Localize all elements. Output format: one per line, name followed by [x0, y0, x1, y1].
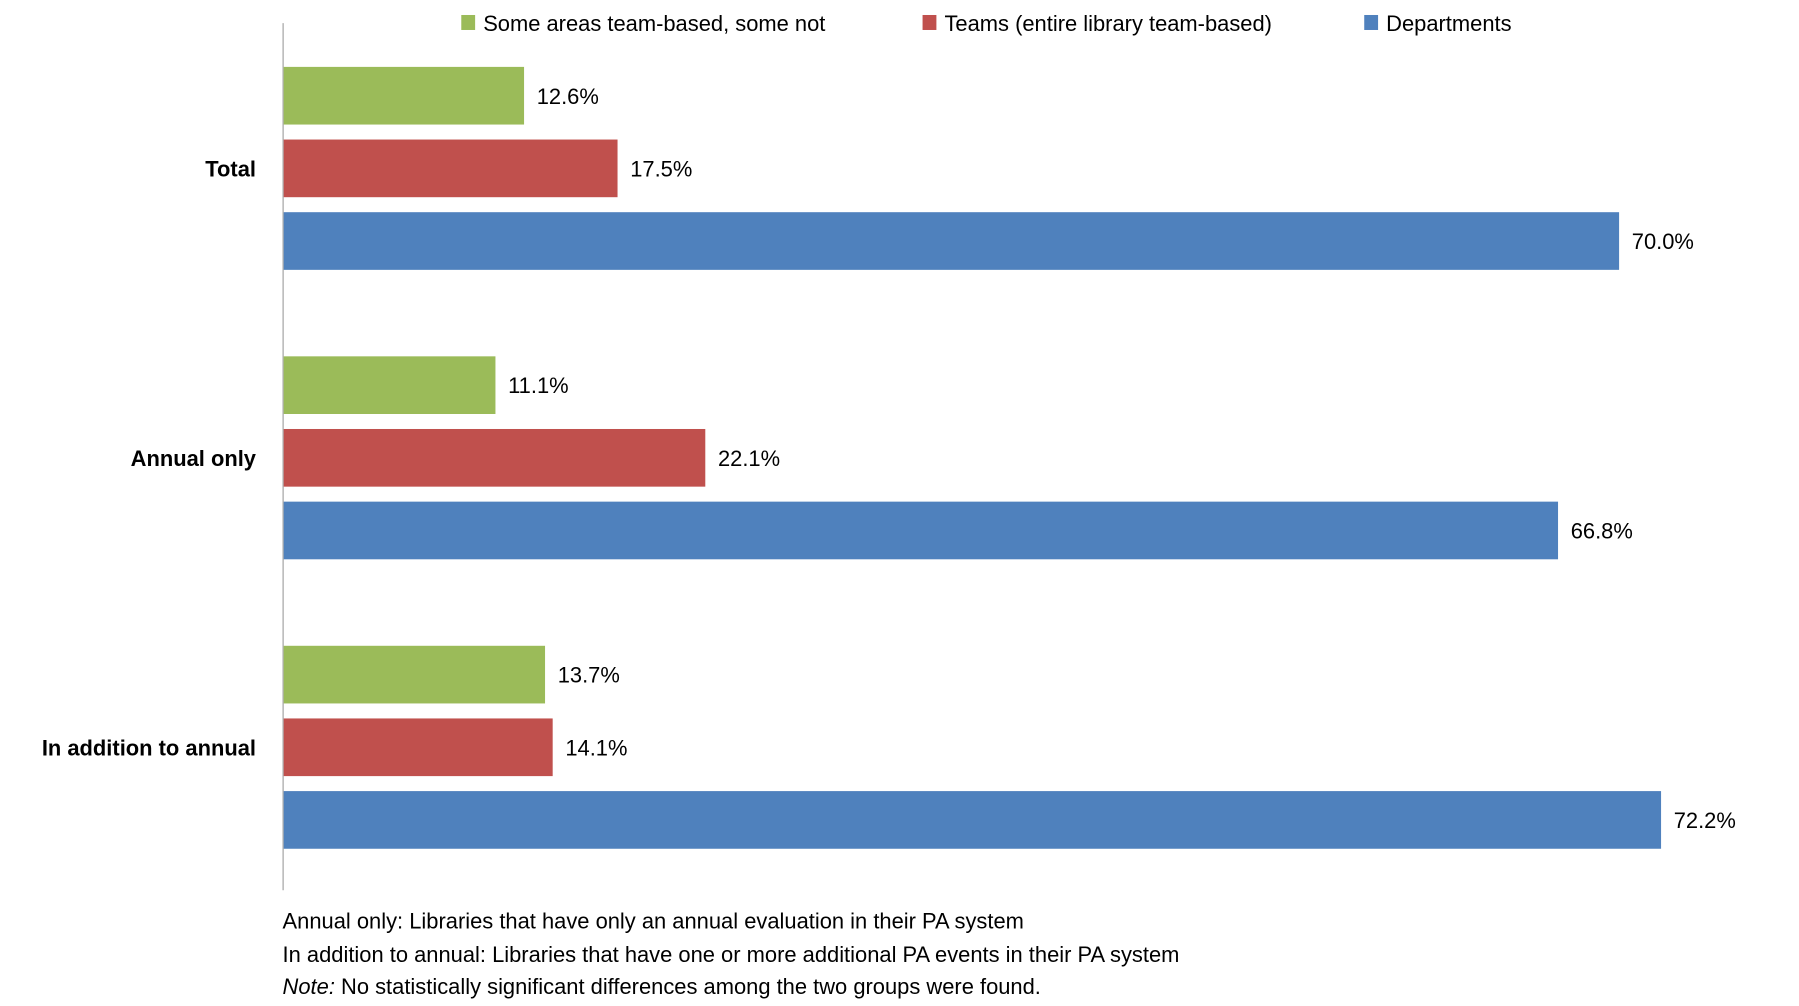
data-label: 70.0% [1632, 229, 1694, 254]
legend-label-2: Teams (entire library team-based) [944, 11, 1272, 36]
note-text: No statistically significant differences… [334, 975, 1041, 1000]
footnote-annual-only: Annual only: Libraries that have only an… [282, 909, 1024, 935]
data-label: 13.7% [558, 663, 620, 688]
bar [283, 66, 525, 125]
data-label: 72.2% [1674, 808, 1736, 833]
legend-swatch-1 [461, 14, 476, 30]
bar [283, 718, 553, 777]
bar [283, 791, 1662, 849]
data-label: 66.8% [1571, 519, 1633, 544]
note-label: Note: [282, 975, 335, 1000]
bar [283, 139, 618, 198]
footnote-in-addition: In addition to annual: Libraries that ha… [282, 943, 1180, 968]
legend-label-1: Some areas team-based, some not [483, 11, 825, 36]
legend-swatch-3 [1364, 14, 1379, 30]
bar [283, 501, 1559, 560]
data-label: 12.6% [537, 84, 599, 109]
category-label: In addition to annual [42, 735, 256, 760]
data-label: 11.1% [508, 373, 568, 398]
data-label: 22.1% [718, 446, 780, 471]
bar [283, 212, 1620, 270]
bar [283, 645, 546, 704]
category-label: Total [205, 156, 256, 181]
bar [283, 356, 496, 414]
data-label: 14.1% [565, 735, 627, 760]
legend-swatch-2 [922, 14, 937, 30]
data-label: 17.5% [630, 156, 692, 181]
footnote-note: Note: No statistically significant diffe… [283, 976, 1041, 1001]
bar [283, 428, 706, 487]
legend-label-3: Departments [1386, 11, 1511, 36]
bar-chart: Some areas team-based, some not Teams (en… [42, 11, 1736, 891]
category-label: Annual only [131, 446, 257, 471]
